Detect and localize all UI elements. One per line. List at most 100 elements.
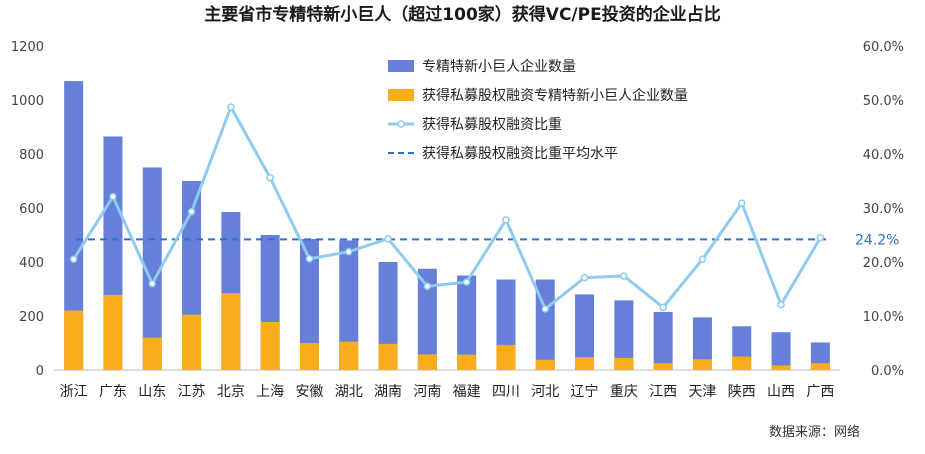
right-y-tick-label: 0.0%: [871, 364, 904, 379]
bar-total-山西: [771, 332, 791, 370]
bar-total-浙江: [64, 81, 84, 370]
x-tick-label: 山东: [138, 384, 166, 400]
average-line: 24.2%: [76, 232, 899, 248]
bar-pe-四川: [496, 344, 516, 370]
bar-total-湖北: [339, 240, 359, 370]
ratio-line: [69, 103, 825, 313]
ratio-point-广西: [816, 233, 825, 242]
left-y-axis: 0 200 400 600 800 1000 1200: [11, 40, 44, 379]
ratio-polyline: [72, 105, 822, 311]
ratio-point-北京: [227, 103, 235, 111]
x-tick-label: 河南: [413, 384, 441, 400]
x-tick-label: 江西: [649, 384, 677, 400]
ratio-point-山西: [777, 300, 785, 309]
legend-label: 获得私募股权融资比重: [422, 116, 562, 133]
legend-swatch-marker: [397, 120, 405, 128]
bar-total-山东: [142, 167, 162, 370]
bar-total-福建: [457, 275, 477, 370]
x-tick-label: 辽宁: [571, 383, 599, 400]
ratio-point-四川: [502, 216, 510, 224]
bar-pe-福建: [457, 354, 477, 370]
right-y-tick-label: 20.0%: [863, 256, 904, 271]
x-tick-label: 湖北: [335, 384, 363, 400]
x-tick-label: 广东: [99, 384, 127, 400]
bar-pe-江西: [653, 363, 673, 370]
right-y-tick-label: 10.0%: [863, 310, 904, 325]
ratio-point-安徽: [305, 255, 314, 263]
bar-total-辽宁: [575, 294, 595, 370]
bar-total-河北: [535, 279, 555, 370]
bar-total-河南: [417, 268, 437, 370]
legend-swatch: [388, 89, 414, 101]
x-tick-label: 天津: [688, 384, 716, 400]
x-tick-label: 上海: [256, 384, 284, 400]
left-y-tick-label: 1200: [11, 40, 44, 55]
bars: [64, 81, 830, 370]
bar-pe-上海: [260, 321, 280, 370]
legend-swatch: [388, 60, 414, 72]
ratio-point-河南: [423, 282, 432, 291]
bar-pe-湖北: [339, 341, 359, 370]
bar-pe-湖南: [378, 343, 398, 370]
bar-total-天津: [692, 317, 712, 370]
ratio-point-江西: [659, 303, 667, 312]
x-tick-label: 福建: [453, 384, 481, 400]
legend-label: 专精特新小巨人企业数量: [422, 58, 576, 75]
right-y-axis: 0.0% 10.0% 20.0% 30.0% 40.0% 50.0% 60.0%: [863, 40, 904, 379]
ratio-point-上海: [266, 174, 274, 182]
ratio-point-湖南: [384, 235, 392, 243]
x-tick-label: 山西: [767, 384, 795, 400]
bar-pe-辽宁: [575, 357, 595, 370]
bar-pe-浙江: [64, 310, 84, 370]
source-note: 数据来源：网络: [769, 424, 860, 440]
x-tick-label: 江苏: [178, 384, 206, 400]
left-y-tick-label: 600: [19, 202, 44, 217]
x-axis-labels: 浙江 广东 山东 江苏 北京 上海 安徽 湖北 湖南 河南 福建 四川 河北 辽宁 重庆 江西 天津 陕西 山西 广西: [60, 383, 835, 400]
right-y-tick-label: 30.0%: [863, 202, 904, 217]
ratio-point-天津: [698, 255, 707, 264]
average-value-label: 24.2%: [855, 232, 899, 248]
right-y-tick-label: 60.0%: [863, 40, 904, 55]
bar-pe-河南: [417, 354, 437, 370]
bar-pe-陕西: [732, 356, 752, 370]
bar-total-湖南: [378, 262, 398, 370]
bar-pe-山东: [142, 337, 162, 370]
ratio-point-山东: [148, 279, 156, 288]
left-y-tick-label: 1000: [11, 94, 44, 109]
ratio-point-福建: [462, 278, 471, 286]
bar-pe-广西: [810, 363, 830, 370]
chart-title: 主要省市专精特新小巨人（超过100家）获得VC/PE投资的企业占比: [204, 4, 720, 25]
legend: 专精特新小巨人企业数量获得私募股权融资专精特新小巨人企业数量获得私募股权融资比重…: [388, 58, 688, 162]
ratio-point-浙江: [69, 255, 78, 264]
ratio-point-重庆: [620, 272, 628, 280]
right-y-tick-label: 50.0%: [863, 94, 904, 109]
x-tick-label: 河北: [531, 384, 559, 400]
ratio-point-陕西: [738, 199, 746, 207]
bar-pe-天津: [692, 359, 712, 370]
ratio-point-湖北: [345, 247, 353, 256]
legend-label: 获得私募股权融资专精特新小巨人企业数量: [422, 87, 688, 104]
bar-pe-广东: [103, 294, 123, 370]
ratio-point-广东: [109, 192, 117, 201]
ratio-point-江苏: [187, 208, 196, 216]
bar-total-安徽: [299, 239, 319, 370]
left-y-tick-label: 400: [19, 256, 44, 271]
ratio-point-辽宁: [580, 273, 589, 282]
legend-label: 获得私募股权融资比重平均水平: [422, 145, 618, 162]
x-tick-label: 四川: [492, 384, 520, 400]
x-tick-label: 陕西: [728, 384, 756, 400]
left-y-tick-label: 0: [36, 364, 44, 379]
right-y-tick-label: 40.0%: [863, 148, 904, 163]
x-tick-label: 安徽: [295, 384, 323, 400]
bar-pe-重庆: [614, 357, 634, 370]
ratio-point-河北: [541, 305, 549, 313]
bar-total-广西: [810, 342, 830, 370]
x-tick-label: 重庆: [610, 384, 638, 400]
bar-pe-山西: [771, 365, 791, 370]
bar-pe-河北: [535, 359, 555, 370]
bar-total-江西: [653, 311, 673, 370]
x-tick-label: 北京: [217, 384, 245, 400]
left-y-tick-label: 200: [19, 310, 44, 325]
bar-pe-江苏: [182, 314, 202, 370]
